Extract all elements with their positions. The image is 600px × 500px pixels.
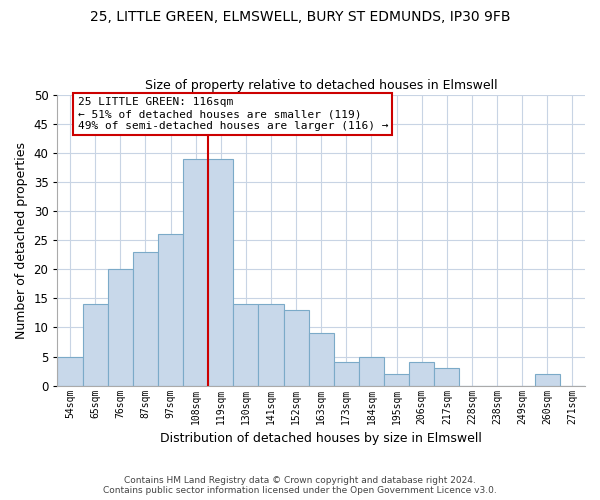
Y-axis label: Number of detached properties: Number of detached properties [15,142,28,338]
Bar [58,356,83,386]
Bar [535,374,560,386]
Bar [133,252,158,386]
Bar [308,333,334,386]
Text: Contains HM Land Registry data © Crown copyright and database right 2024.
Contai: Contains HM Land Registry data © Crown c… [103,476,497,495]
Bar [334,362,359,386]
Text: 25 LITTLE GREEN: 116sqm
← 51% of detached houses are smaller (119)
49% of semi-d: 25 LITTLE GREEN: 116sqm ← 51% of detache… [77,98,388,130]
Bar [359,356,384,386]
Bar [259,304,284,386]
Bar [384,374,409,386]
Bar [409,362,434,386]
Title: Size of property relative to detached houses in Elmswell: Size of property relative to detached ho… [145,79,497,92]
Bar [284,310,308,386]
Bar [158,234,183,386]
Bar [208,158,233,386]
Text: 25, LITTLE GREEN, ELMSWELL, BURY ST EDMUNDS, IP30 9FB: 25, LITTLE GREEN, ELMSWELL, BURY ST EDMU… [90,10,510,24]
Bar [434,368,460,386]
X-axis label: Distribution of detached houses by size in Elmswell: Distribution of detached houses by size … [160,432,482,445]
Bar [183,158,208,386]
Bar [83,304,108,386]
Bar [233,304,259,386]
Bar [108,269,133,386]
